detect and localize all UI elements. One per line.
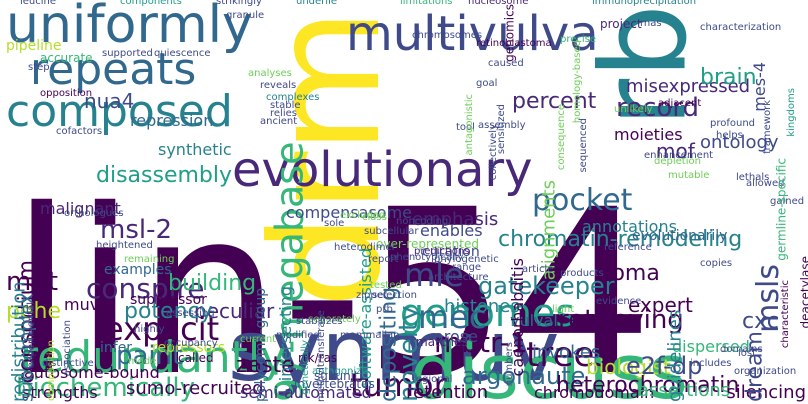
word-unlikely: unlikely [614,104,653,115]
word-leucine: leucine [20,0,56,7]
word-mammalian: mammalian [340,330,400,341]
word-granule: granule [226,10,264,21]
word-cofactors: cofactors [56,126,102,137]
word-range: range [452,262,481,273]
word-report: report [368,254,399,265]
word-disassembly: disassembly [96,163,232,188]
word-collectively: collectively [488,124,499,180]
word-experimental: experimental [26,302,37,368]
word-assembly: assembly [478,120,526,131]
word-enhancement: enhancement [644,150,713,161]
word-components: components [120,0,182,7]
word-organization: organization [734,366,796,377]
word-repression: repression [130,111,213,130]
word-evidence: evidence [596,296,641,307]
word-framework: framework [762,100,773,154]
word-excluded: excluded [340,210,385,221]
word-distinctive: distinctive [42,358,94,369]
word-ancient: ancient [260,116,297,127]
word-suppressor: suppressor [130,292,207,308]
word-products: products [560,268,604,279]
word-heightened: heightened [96,240,153,251]
word-antagonistic: antagonistic [464,94,475,156]
word-invokes: invokes [532,342,600,363]
word-occupancy: occupancy [164,338,218,349]
word-retinoblastoma: retinoblastoma [476,38,552,49]
word-sequenced: sequenced [578,118,589,173]
word-remaining: remaining [124,254,175,265]
word-highly: highly [134,324,165,335]
word-copies: copies [700,258,732,269]
word-muvb: muvb [64,295,109,314]
word-homology: homology-based [572,40,583,123]
word-helps: helps [716,130,743,141]
word-architecture: architecture [428,272,489,283]
word-lost: lost [738,348,756,359]
word-subcellular: subcellular [364,226,419,237]
word-retention: retention [406,382,488,403]
word-step: step [28,62,50,73]
word-genetically: genetically [300,340,311,395]
word-analyses: analyses [248,68,292,79]
word-numbers: numbers [504,342,515,386]
word-infer: infer [100,340,132,356]
word-germline: germline-specific [775,158,789,261]
word-synthetic: synthetic [158,140,232,159]
word-reveals: reveals [260,80,296,91]
word-current: current [240,334,276,345]
word-article: article [522,264,553,275]
word-goal: goal [476,78,497,89]
word-nucleosome: nucleosome [468,0,528,7]
word-mutable: mutable [668,170,709,181]
word-orthologues: orthologues [64,208,124,219]
word-soma: soma [600,261,660,286]
word-consequence: consequence [556,104,567,170]
word-brain: brain [700,65,757,90]
word-mode: mode [128,356,156,367]
word-adjacent: adjacent [658,98,701,109]
word-zipper: zipper [356,290,388,301]
word-quiescence: quiescence [154,48,210,59]
word-chromosomes: chromosomes [412,30,482,41]
word-sole: sole [324,218,344,229]
word-underlie: underlie [296,0,337,7]
word-limitations: limitations [400,0,453,7]
word-modified: modified [276,330,320,341]
word-chromodomain: chromodomain [534,383,654,402]
word-composition: composition [46,340,57,401]
word-rnas: rnas [640,18,662,29]
word-stabilizes: stabilizes [296,316,343,327]
word-heterodimer: heterodimer [334,242,397,253]
word-kingdoms: kingdoms [786,88,797,137]
word-called: called [178,351,214,365]
word-caused: caused [488,58,524,69]
word-strikingly: strikingly [216,0,262,7]
word-profound: profound [710,118,755,129]
word-light: light [552,304,574,315]
word-percent: percent [512,89,597,114]
word-characterization: characterization [700,22,781,33]
word-prb: prb [376,304,393,315]
word-regional: regional [412,374,453,385]
word-moieties: moieties [614,125,683,144]
word-matches: matches [416,335,468,349]
word-opposition: opposition [40,88,92,99]
word-deacetylase: deacetylase [799,256,808,328]
word-genomics: genomics [503,4,517,62]
word-reference: reference [604,242,652,253]
word-includes: includes [690,358,731,369]
word-project: project [600,17,642,31]
word-guidelines: guidelines [664,310,685,402]
word-characteristic: characteristic [780,280,791,348]
word-supported: supported [102,48,153,59]
word-immunoprec: immunoprecipitation [592,0,696,7]
word-assessing: assessing [166,308,215,319]
